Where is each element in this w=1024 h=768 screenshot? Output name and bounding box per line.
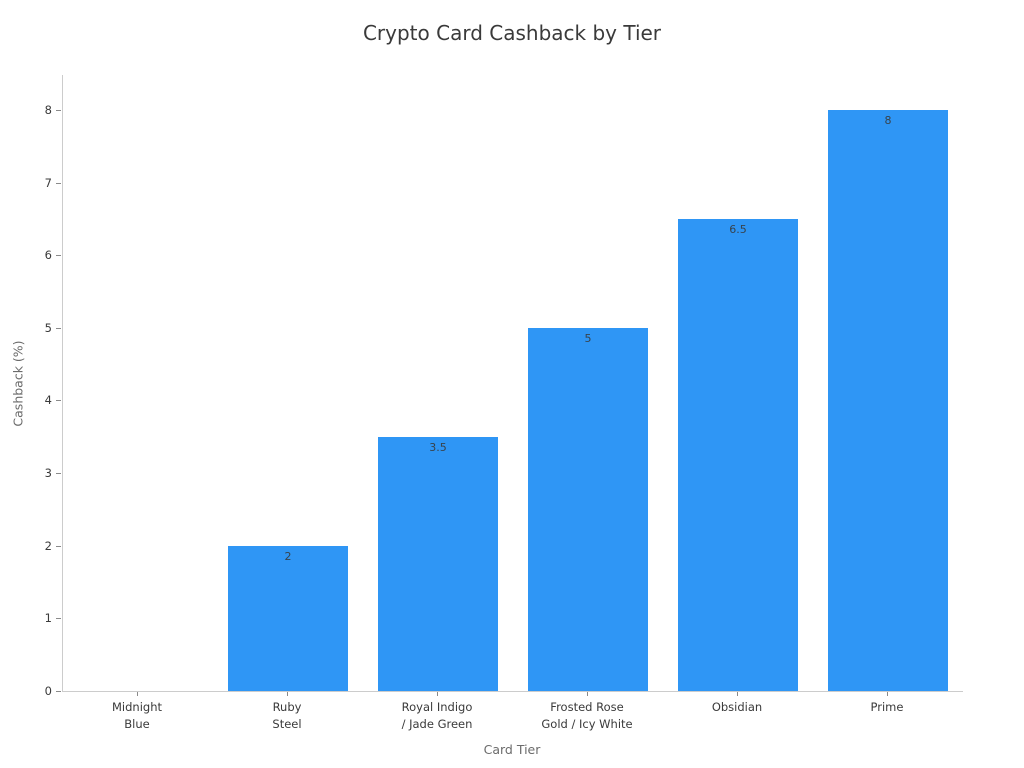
y-tick-mark xyxy=(56,327,61,329)
y-tick-label: 2 xyxy=(44,538,52,553)
y-tick-mark xyxy=(56,109,61,111)
x-tick-mark xyxy=(887,692,888,696)
x-tick-mark xyxy=(287,692,288,696)
y-tick-label: 3 xyxy=(44,466,52,481)
y-tick-mark xyxy=(56,473,61,475)
x-tick-label: Midnight Blue xyxy=(112,700,162,731)
bar-6 xyxy=(828,109,948,691)
y-tick-mark xyxy=(56,400,61,402)
bar-value-label: 2 xyxy=(284,549,292,563)
y-tick-label: 0 xyxy=(44,684,52,698)
bar-3 xyxy=(378,436,498,691)
chart-title: Crypto Card Cashback by Tier xyxy=(362,21,662,45)
bar-value-label: 8 xyxy=(884,113,892,127)
x-tick-mark xyxy=(137,692,138,696)
x-tick-mark xyxy=(437,692,438,696)
bar-value-label: 3.5 xyxy=(429,440,447,454)
y-tick-mark xyxy=(56,618,61,620)
y-tick-label: 5 xyxy=(44,320,52,335)
x-tick-label: Prime xyxy=(870,700,904,714)
x-axis-label: Card Tier xyxy=(483,742,541,757)
y-tick-mark xyxy=(56,691,61,692)
bar-value-label: 5 xyxy=(584,331,592,345)
plot-area: 2 3.5 5 6.5 8 xyxy=(62,75,963,692)
x-tick-mark xyxy=(737,692,738,696)
x-tick-label: Obsidian xyxy=(711,700,763,714)
bar-2 xyxy=(228,545,348,691)
x-tick-label: Frosted Rose Gold / Icy White xyxy=(541,700,633,731)
y-tick-label: 7 xyxy=(44,175,52,190)
bar-5 xyxy=(678,218,798,691)
x-tick-mark xyxy=(587,692,588,696)
y-tick-mark xyxy=(56,255,61,257)
y-tick-mark xyxy=(56,182,61,184)
x-tick-label: Royal Indigo / Jade Green xyxy=(401,700,473,731)
y-tick-label: 6 xyxy=(44,248,52,263)
x-tick-label: Ruby Steel xyxy=(272,700,302,731)
bar-value-label: 6.5 xyxy=(729,222,747,236)
y-tick-mark xyxy=(56,545,61,547)
y-tick-label: 4 xyxy=(44,393,52,408)
bar-4 xyxy=(528,327,648,691)
y-tick-label: 8 xyxy=(44,102,52,117)
y-tick-label: 1 xyxy=(44,611,52,626)
